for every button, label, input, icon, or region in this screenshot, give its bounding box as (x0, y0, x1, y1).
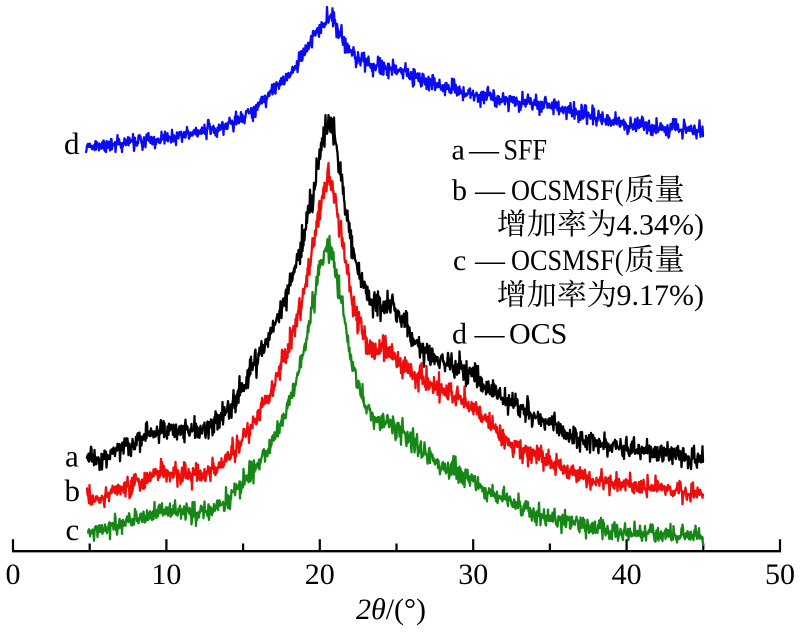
svg-text:40: 40 (612, 558, 642, 591)
svg-text:—: — (474, 244, 506, 277)
svg-text:OCSMSF(: OCSMSF( (511, 174, 624, 207)
svg-text:d: d (452, 318, 467, 351)
svg-text:a: a (65, 439, 79, 474)
svg-text:—: — (474, 174, 506, 207)
svg-text:30: 30 (458, 558, 488, 591)
svg-text:SFF: SFF (504, 134, 548, 167)
svg-text:10: 10 (151, 558, 181, 591)
svg-text:9.17%): 9.17%) (617, 279, 704, 312)
svg-text:OCSMSF(: OCSMSF( (511, 244, 624, 277)
svg-text:b: b (452, 174, 467, 207)
svg-text:c: c (66, 512, 80, 547)
svg-text:2θ/(°): 2θ/(°) (356, 593, 426, 626)
svg-text:d: d (64, 126, 80, 161)
svg-text:—: — (468, 134, 500, 167)
svg-text:0: 0 (6, 558, 21, 591)
svg-text:c: c (453, 244, 466, 277)
svg-text:20: 20 (305, 558, 335, 591)
svg-text:—: — (474, 318, 506, 351)
svg-text:4.34%): 4.34%) (617, 208, 704, 241)
svg-text:OCS: OCS (509, 318, 567, 351)
svg-text:a: a (452, 134, 465, 167)
svg-text:b: b (65, 473, 81, 508)
svg-text:50: 50 (765, 558, 795, 591)
